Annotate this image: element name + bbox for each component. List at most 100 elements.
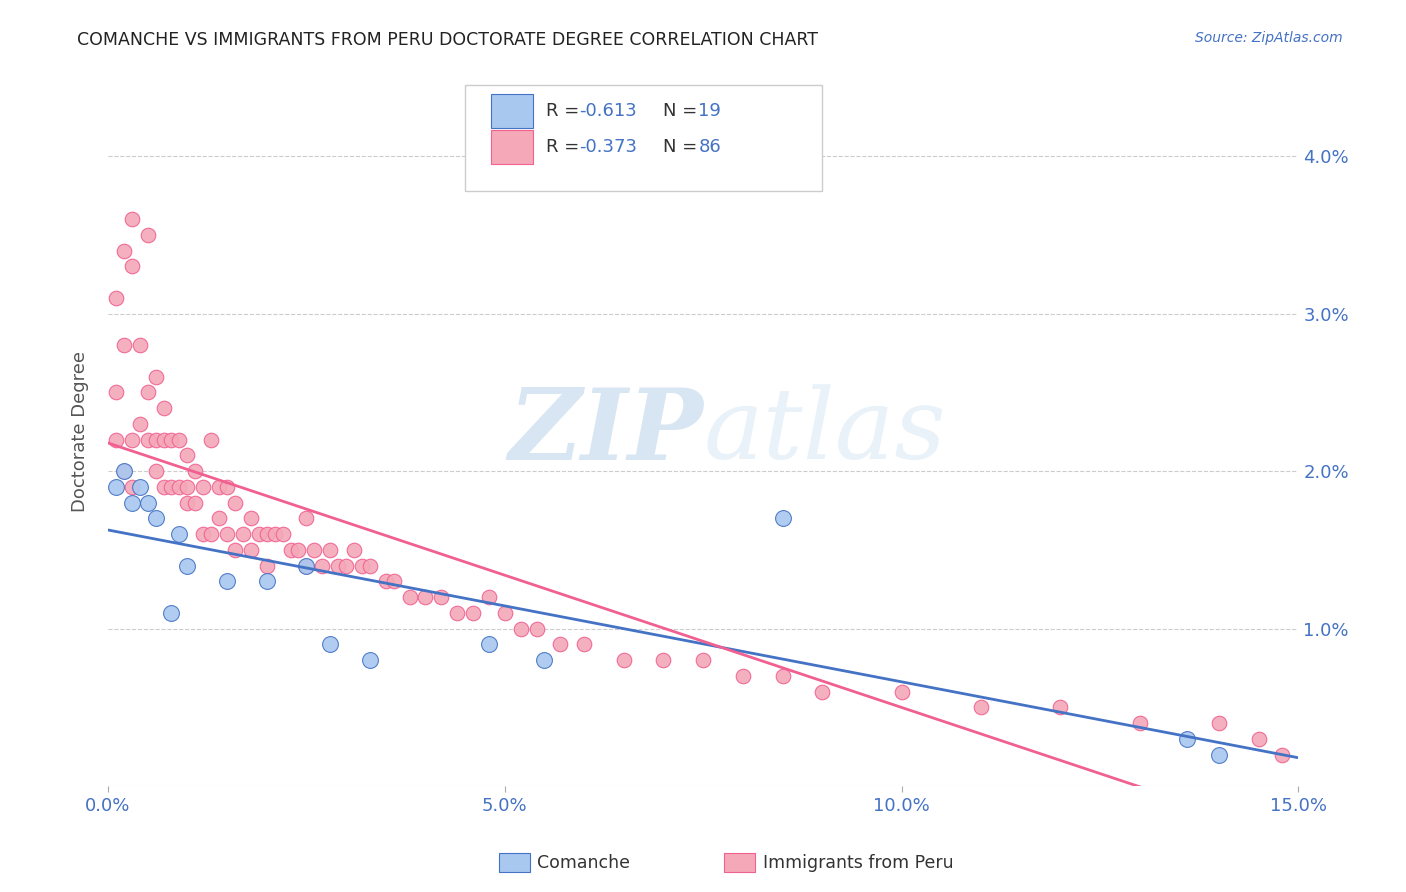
Point — [319, 542, 342, 557]
Point — [200, 433, 222, 447]
Point — [136, 433, 159, 447]
Point — [247, 527, 270, 541]
Point — [1247, 731, 1270, 746]
Text: -0.373: -0.373 — [579, 138, 637, 156]
Point — [145, 433, 167, 447]
Point — [263, 527, 285, 541]
Point — [1129, 716, 1152, 731]
Point — [121, 260, 143, 274]
Point — [446, 606, 468, 620]
Point — [533, 653, 555, 667]
Point — [208, 480, 231, 494]
Point — [478, 637, 501, 651]
FancyBboxPatch shape — [491, 95, 533, 128]
Point — [121, 433, 143, 447]
Point — [970, 700, 993, 714]
Point — [350, 558, 373, 573]
Text: N =: N = — [662, 103, 703, 120]
Point — [184, 464, 207, 478]
Point — [415, 590, 437, 604]
Point — [152, 433, 174, 447]
Point — [343, 542, 366, 557]
FancyBboxPatch shape — [465, 85, 823, 191]
Text: -0.613: -0.613 — [579, 103, 637, 120]
Point — [160, 433, 183, 447]
Point — [526, 622, 548, 636]
Point — [224, 542, 246, 557]
Text: ZIP: ZIP — [508, 384, 703, 480]
Point — [731, 669, 754, 683]
Text: R =: R = — [546, 138, 585, 156]
Point — [208, 511, 231, 525]
Point — [215, 480, 238, 494]
Point — [121, 496, 143, 510]
Point — [430, 590, 453, 604]
Point — [509, 622, 531, 636]
Point — [145, 511, 167, 525]
Point — [160, 606, 183, 620]
Point — [304, 542, 326, 557]
Point — [136, 385, 159, 400]
Text: Comanche: Comanche — [537, 854, 630, 871]
Point — [311, 558, 333, 573]
Point — [326, 558, 349, 573]
Point — [128, 417, 150, 431]
Point — [1271, 747, 1294, 762]
Point — [772, 669, 794, 683]
Point — [359, 558, 381, 573]
Point — [152, 401, 174, 416]
Point — [478, 590, 501, 604]
Point — [271, 527, 294, 541]
Point — [494, 606, 516, 620]
Text: R =: R = — [546, 103, 585, 120]
Point — [319, 637, 342, 651]
Point — [200, 527, 222, 541]
Point — [112, 464, 135, 478]
Point — [193, 480, 215, 494]
Text: atlas: atlas — [703, 384, 946, 479]
Point — [613, 653, 636, 667]
Point — [176, 496, 198, 510]
Point — [176, 449, 198, 463]
Point — [1175, 731, 1198, 746]
Point — [239, 511, 262, 525]
Point — [121, 480, 143, 494]
Point — [145, 464, 167, 478]
Point — [112, 464, 135, 478]
Point — [280, 542, 302, 557]
Point — [224, 496, 246, 510]
Point — [184, 496, 207, 510]
Point — [1208, 716, 1230, 731]
Point — [121, 212, 143, 227]
Text: 19: 19 — [699, 103, 721, 120]
Point — [136, 227, 159, 242]
Text: Source: ZipAtlas.com: Source: ZipAtlas.com — [1195, 31, 1343, 45]
Point — [1049, 700, 1071, 714]
Point — [112, 244, 135, 258]
Point — [382, 574, 405, 589]
Point — [550, 637, 572, 651]
Point — [572, 637, 595, 651]
Point — [239, 542, 262, 557]
Point — [256, 527, 278, 541]
Point — [104, 433, 127, 447]
Point — [169, 433, 191, 447]
Point — [136, 496, 159, 510]
Point — [772, 511, 794, 525]
Point — [232, 527, 254, 541]
Point — [193, 527, 215, 541]
Text: COMANCHE VS IMMIGRANTS FROM PERU DOCTORATE DEGREE CORRELATION CHART: COMANCHE VS IMMIGRANTS FROM PERU DOCTORA… — [77, 31, 818, 49]
Point — [160, 480, 183, 494]
Point — [104, 291, 127, 305]
Point — [256, 558, 278, 573]
Y-axis label: Doctorate Degree: Doctorate Degree — [72, 351, 89, 512]
Text: N =: N = — [662, 138, 703, 156]
Point — [692, 653, 714, 667]
Point — [295, 511, 318, 525]
Point — [145, 369, 167, 384]
Point — [811, 684, 834, 698]
Point — [104, 385, 127, 400]
Point — [295, 558, 318, 573]
Point — [335, 558, 357, 573]
Point — [256, 574, 278, 589]
